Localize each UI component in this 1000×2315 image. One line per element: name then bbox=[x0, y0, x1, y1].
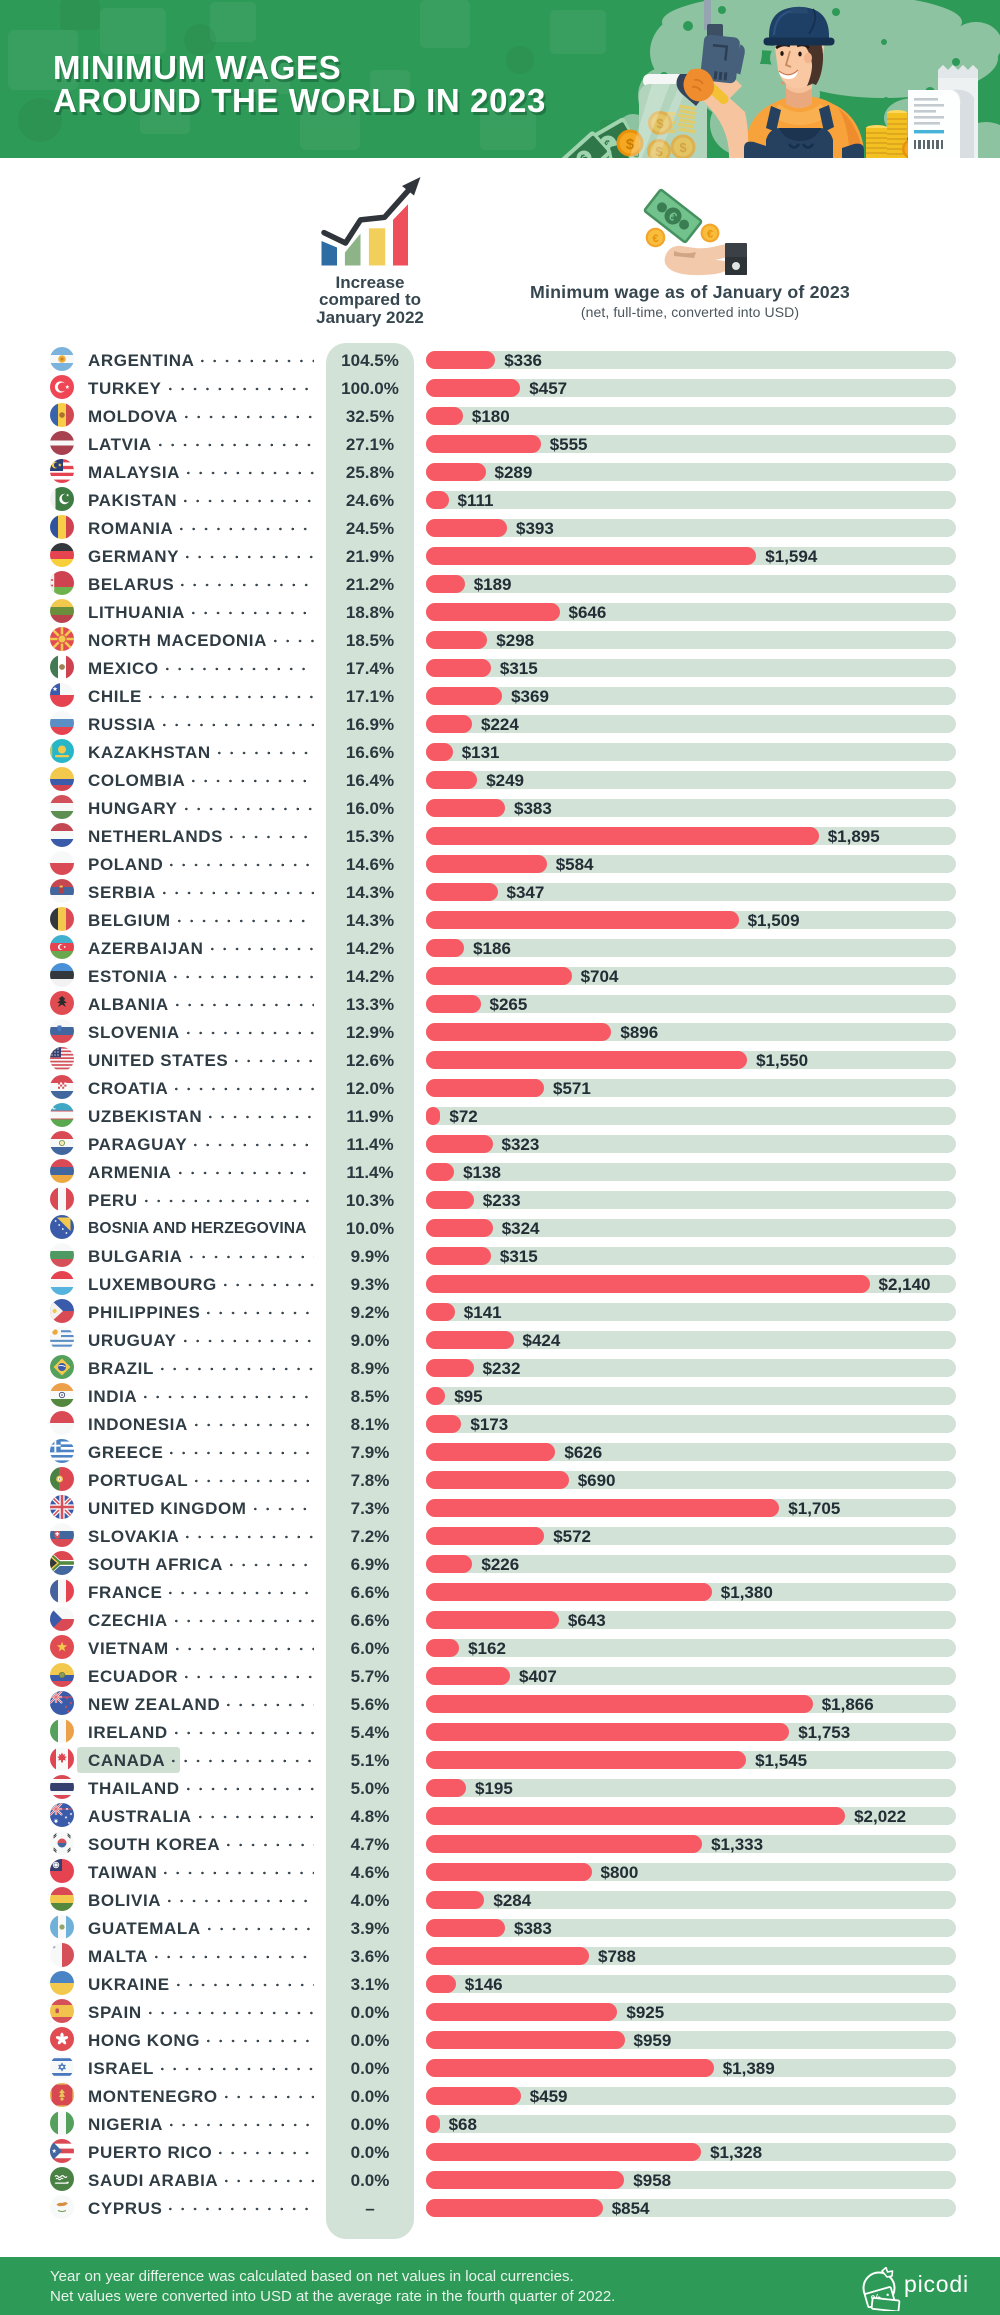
svg-text:€: € bbox=[707, 229, 713, 241]
svg-text:$: $ bbox=[656, 116, 664, 131]
svg-text:$: $ bbox=[626, 136, 635, 153]
svg-text:$: $ bbox=[679, 140, 687, 155]
svg-text:$: $ bbox=[655, 144, 663, 158]
svg-text:$: $ bbox=[578, 152, 591, 158]
svg-text:€: € bbox=[652, 233, 658, 245]
